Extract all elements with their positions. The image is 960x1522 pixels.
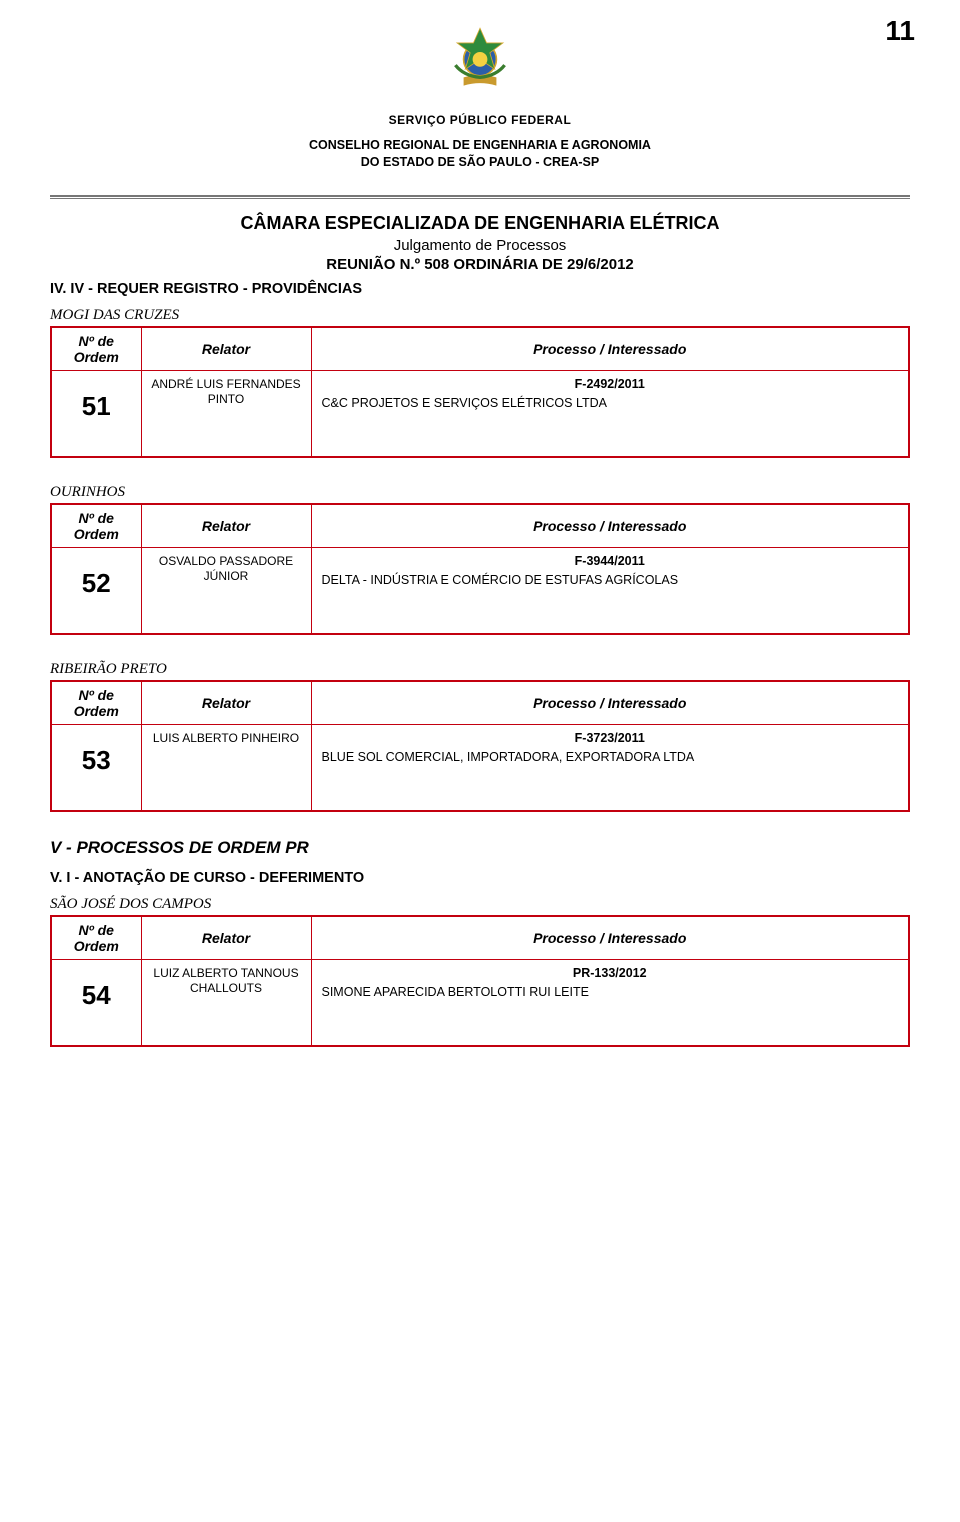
table-header-row: Nº de Ordem Relator Processo / Interessa… xyxy=(51,681,909,725)
ordem-line2: Ordem xyxy=(74,349,119,365)
col-header-relator: Relator xyxy=(141,504,311,548)
table-row: 54 LUIZ ALBERTO TANNOUS CHALLOUTS PR-133… xyxy=(51,959,909,1046)
ordem-line1: Nº de xyxy=(79,687,114,703)
title-block: CÂMARA ESPECIALIZADA DE ENGENHARIA ELÉTR… xyxy=(50,213,910,273)
conselho-line-2: DO ESTADO DE SÃO PAULO - CREA-SP xyxy=(50,154,910,171)
section-heading: IV. IV - REQUER REGISTRO - PROVIDÊNCIAS xyxy=(50,281,910,297)
process-table: Nº de Ordem Relator Processo / Interessa… xyxy=(50,680,910,812)
ordem-line1: Nº de xyxy=(79,333,114,349)
processo-number: PR-133/2012 xyxy=(318,966,903,980)
ordem-line1: Nº de xyxy=(79,922,114,938)
process-table: Nº de Ordem Relator Processo / Interessa… xyxy=(50,915,910,1047)
header-divider xyxy=(50,195,910,199)
processo-name: BLUE SOL COMERCIAL, IMPORTADORA, EXPORTA… xyxy=(318,750,903,764)
cell-relator: ANDRÉ LUIS FERNANDES PINTO xyxy=(141,370,311,457)
cell-processo: F-3723/2011 BLUE SOL COMERCIAL, IMPORTAD… xyxy=(311,724,909,811)
col-header-relator: Relator xyxy=(141,681,311,725)
processo-name: SIMONE APARECIDA BERTOLOTTI RUI LEITE xyxy=(318,985,903,999)
location-name: RIBEIRÃO PRETO xyxy=(50,661,910,678)
col-header-processo: Processo / Interessado xyxy=(311,916,909,960)
content-area: IV. IV - REQUER REGISTRO - PROVIDÊNCIAS … xyxy=(0,281,960,1047)
cell-processo: F-2492/2011 C&C PROJETOS E SERVIÇOS ELÉT… xyxy=(311,370,909,457)
cell-ordem: 52 xyxy=(51,547,141,634)
cell-ordem: 54 xyxy=(51,959,141,1046)
table-header-row: Nº de Ordem Relator Processo / Interessa… xyxy=(51,327,909,371)
title-sub: Julgamento de Processos xyxy=(50,237,910,254)
location-name: MOGI DAS CRUZES xyxy=(50,307,910,324)
table-header-row: Nº de Ordem Relator Processo / Interessa… xyxy=(51,916,909,960)
conselho-line-1: CONSELHO REGIONAL DE ENGENHARIA E AGRONO… xyxy=(50,137,910,154)
processo-number: F-2492/2011 xyxy=(318,377,903,391)
ordem-line2: Ordem xyxy=(74,938,119,954)
col-header-processo: Processo / Interessado xyxy=(311,681,909,725)
processo-name: DELTA - INDÚSTRIA E COMÉRCIO DE ESTUFAS … xyxy=(318,573,903,587)
table-header-row: Nº de Ordem Relator Processo / Interessa… xyxy=(51,504,909,548)
cell-processo: F-3944/2011 DELTA - INDÚSTRIA E COMÉRCIO… xyxy=(311,547,909,634)
processo-number: F-3723/2011 xyxy=(318,731,903,745)
table-row: 52 OSVALDO PASSADORE JÚNIOR F-3944/2011 … xyxy=(51,547,909,634)
title-meeting: REUNIÃO N.º 508 ORDINÁRIA DE 29/6/2012 xyxy=(50,256,910,273)
table-row: 53 LUIS ALBERTO PINHEIRO F-3723/2011 BLU… xyxy=(51,724,909,811)
processo-number: F-3944/2011 xyxy=(318,554,903,568)
section-heading: V - PROCESSOS DE ORDEM PR xyxy=(50,838,910,858)
title-main: CÂMARA ESPECIALIZADA DE ENGENHARIA ELÉTR… xyxy=(50,213,910,234)
brazil-coat-of-arms-icon xyxy=(439,20,521,107)
document-header: SERVIÇO PÚBLICO FEDERAL CONSELHO REGIONA… xyxy=(0,0,960,189)
col-header-ordem: Nº de Ordem xyxy=(51,916,141,960)
col-header-relator: Relator xyxy=(141,327,311,371)
col-header-processo: Processo / Interessado xyxy=(311,504,909,548)
col-header-relator: Relator xyxy=(141,916,311,960)
cell-relator: OSVALDO PASSADORE JÚNIOR xyxy=(141,547,311,634)
location-name: SÃO JOSÉ DOS CAMPOS xyxy=(50,896,910,913)
col-header-ordem: Nº de Ordem xyxy=(51,327,141,371)
col-header-processo: Processo / Interessado xyxy=(311,327,909,371)
subsection-heading: V. I - ANOTAÇÃO DE CURSO - DEFERIMENTO xyxy=(50,870,910,886)
ordem-line2: Ordem xyxy=(74,526,119,542)
location-name: OURINHOS xyxy=(50,484,910,501)
table-row: 51 ANDRÉ LUIS FERNANDES PINTO F-2492/201… xyxy=(51,370,909,457)
service-label: SERVIÇO PÚBLICO FEDERAL xyxy=(50,113,910,127)
processo-name: C&C PROJETOS E SERVIÇOS ELÉTRICOS LTDA xyxy=(318,396,903,410)
ordem-line2: Ordem xyxy=(74,703,119,719)
cell-relator: LUIZ ALBERTO TANNOUS CHALLOUTS xyxy=(141,959,311,1046)
process-table: Nº de Ordem Relator Processo / Interessa… xyxy=(50,326,910,458)
conselho-block: CONSELHO REGIONAL DE ENGENHARIA E AGRONO… xyxy=(50,137,910,171)
ordem-line1: Nº de xyxy=(79,510,114,526)
cell-ordem: 53 xyxy=(51,724,141,811)
col-header-ordem: Nº de Ordem xyxy=(51,681,141,725)
cell-ordem: 51 xyxy=(51,370,141,457)
process-table: Nº de Ordem Relator Processo / Interessa… xyxy=(50,503,910,635)
cell-relator: LUIS ALBERTO PINHEIRO xyxy=(141,724,311,811)
cell-processo: PR-133/2012 SIMONE APARECIDA BERTOLOTTI … xyxy=(311,959,909,1046)
col-header-ordem: Nº de Ordem xyxy=(51,504,141,548)
